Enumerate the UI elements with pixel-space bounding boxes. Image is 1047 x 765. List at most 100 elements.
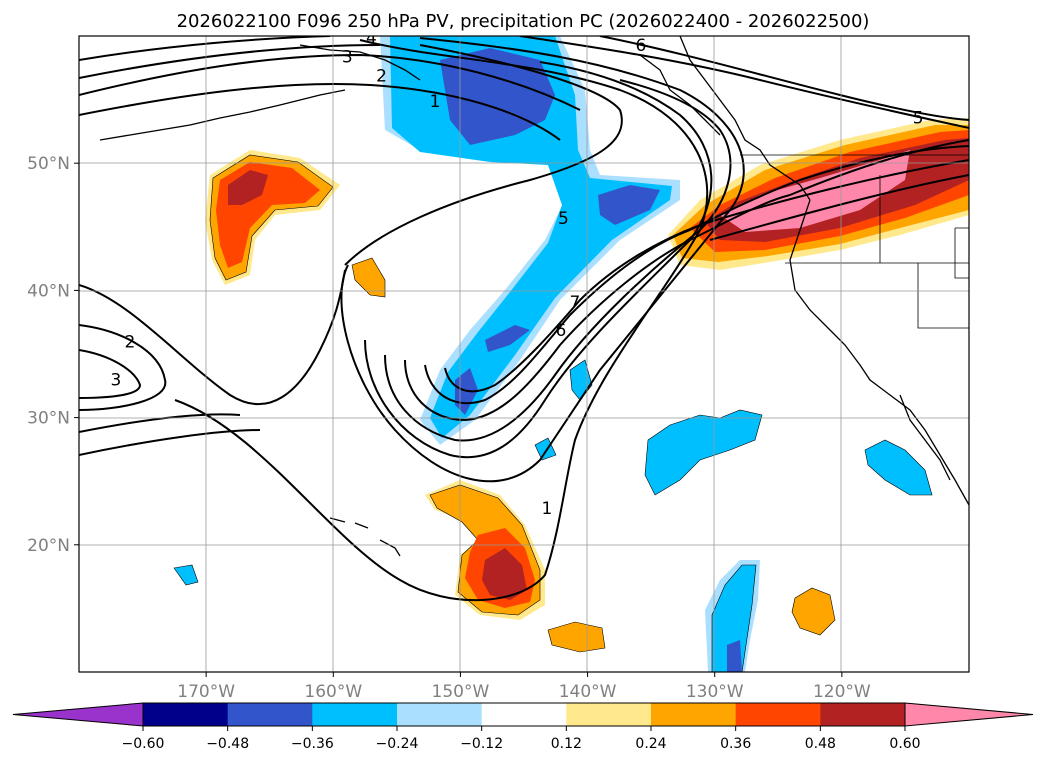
colorbar-tick-label: 0.36 xyxy=(720,736,751,752)
gridlines xyxy=(79,36,969,672)
colorbar-tick-label: −0.24 xyxy=(376,736,419,752)
pv-contour-8-east xyxy=(709,174,969,241)
lon-tick-label: 130°W xyxy=(686,682,744,702)
baja-california-coast xyxy=(899,394,951,481)
pv-contour-ridge-1 xyxy=(79,53,581,111)
lat-tick-label: 50°N xyxy=(27,154,70,174)
colorbar-segment xyxy=(397,703,483,726)
negative-pc-region-east-cluster xyxy=(644,409,763,496)
coastlines xyxy=(99,36,969,557)
colorbar-extend-min xyxy=(12,702,144,727)
colorbar-segment xyxy=(820,703,906,726)
pv-contour-5-east xyxy=(789,139,969,196)
colorbar-tick-label: −0.60 xyxy=(122,736,165,752)
pv-contour-west-2 xyxy=(79,324,167,411)
chart-title: 2026022100 F096 250 hPa PV, precipitatio… xyxy=(177,11,870,32)
state-border-nevada xyxy=(879,175,969,329)
pv-contour-label: 5 xyxy=(558,209,569,229)
colorbar-extend-max xyxy=(904,702,1034,727)
lon-tick-label: 160°W xyxy=(304,682,362,702)
pv-contour-2 xyxy=(344,44,623,266)
pv-contour-label: 2 xyxy=(124,333,135,353)
colorbar-segment xyxy=(143,703,229,726)
colorbar-segment xyxy=(651,703,737,726)
pv-contours xyxy=(79,36,969,602)
positive-pc-region-small-2 xyxy=(547,621,606,653)
colorbar-segment xyxy=(566,703,652,726)
pv-contour-1 xyxy=(174,39,709,602)
west-coast-north-america xyxy=(789,199,969,506)
pv-contour-6 xyxy=(424,179,801,405)
colorbar-tick-label: 0.60 xyxy=(889,736,920,752)
map-frame xyxy=(78,35,970,673)
pv-contour-label: 7 xyxy=(569,293,580,313)
colorbar-tick-label: −0.36 xyxy=(291,736,334,752)
positive-pc-band-pink xyxy=(720,150,910,232)
pv-contour-label: 1 xyxy=(541,499,552,519)
lon-tick-label: 170°W xyxy=(177,682,235,702)
latitude-tick-labels: 50°N 40°N 30°N 20°N xyxy=(27,154,79,556)
negative-pc-region-west-small xyxy=(173,564,199,586)
colorbar-tick-label: 0.48 xyxy=(805,736,836,752)
longitude-tick-labels: 170°W 160°W 150°W 140°W 130°W 120°W xyxy=(177,672,871,702)
negative-pc-region-gulf-alaska xyxy=(390,36,672,438)
lat-tick-label: 20°N xyxy=(27,536,70,556)
pv-contour-7 xyxy=(444,224,701,393)
positive-pc-region-small-3 xyxy=(791,587,836,636)
colorbar: −0.60 −0.48 −0.36 −0.24 −0.12 0.12 0.24 0.36 0.4… xyxy=(12,702,1034,752)
colorbar-segment xyxy=(227,703,313,726)
pv-contour-5 xyxy=(404,194,791,422)
colorbar-tick-label: 0.12 xyxy=(551,736,582,752)
pv-contour-ne-2 xyxy=(599,36,969,121)
panhandle-islands xyxy=(639,54,721,136)
negative-pc-region-california-coast xyxy=(864,439,933,496)
pv-contour-ridge-2 xyxy=(79,44,381,79)
pv-contour-label: 1 xyxy=(430,92,441,112)
colorbar-tick-label: −0.48 xyxy=(206,736,249,752)
pv-contour-6-east xyxy=(799,145,969,181)
positive-pc-region-south-core xyxy=(482,548,527,600)
colorbar-segment xyxy=(735,703,821,726)
lat-tick-label: 30°N xyxy=(27,409,70,429)
pv-contour-label: 6 xyxy=(555,321,566,341)
pv-contour-2b xyxy=(340,37,745,483)
lat-tick-label: 40°N xyxy=(27,281,70,301)
alaska-peninsula-coast xyxy=(299,44,421,81)
pv-contour-ridge-4 xyxy=(79,83,561,141)
pv-contour-ridge-3 xyxy=(79,36,331,61)
pv-contour-west-5 xyxy=(79,429,261,456)
hawaiian-islands xyxy=(329,517,401,557)
pv-contour-label: 6 xyxy=(636,36,647,56)
positive-pc-region-west-core xyxy=(228,170,268,205)
lon-tick-label: 140°W xyxy=(559,682,617,702)
lon-tick-label: 120°W xyxy=(813,682,871,702)
negative-pc-region-central-small-2 xyxy=(534,437,557,461)
pv-contour-label: 4 xyxy=(366,29,377,49)
colorbar-segment xyxy=(481,703,567,726)
alaska-coastline xyxy=(679,36,811,201)
pv-contour-label: 3 xyxy=(110,371,121,391)
pv-contour-label: 3 xyxy=(342,48,353,68)
state-border-eastern xyxy=(954,227,969,279)
pv-contour-west-3 xyxy=(79,349,142,399)
colorbar-tick-label: 0.24 xyxy=(635,736,666,752)
negative-pc-region-southeast-plume-inner xyxy=(711,564,757,672)
colorbar-frame xyxy=(142,702,906,727)
colorbar-segment xyxy=(312,703,398,726)
pv-contour-west-1 xyxy=(79,269,346,406)
aleutian-islands xyxy=(99,89,346,141)
pv-contour-7-east xyxy=(699,159,969,226)
pv-contour-label: 2 xyxy=(376,67,387,87)
positive-pc-region-small-1 xyxy=(351,257,386,298)
negative-pc-region-southeast-core xyxy=(727,640,742,672)
negative-pc-region-core-stripe xyxy=(485,325,530,352)
pv-contour-label: 5 xyxy=(913,109,924,129)
pv-contour-4 xyxy=(384,79,732,442)
pv-contour-ne-1 xyxy=(519,36,969,129)
lon-tick-label: 150°W xyxy=(432,682,490,702)
colorbar-tick-label: −0.12 xyxy=(460,736,503,752)
negative-pc-region-core-mid xyxy=(598,185,660,225)
